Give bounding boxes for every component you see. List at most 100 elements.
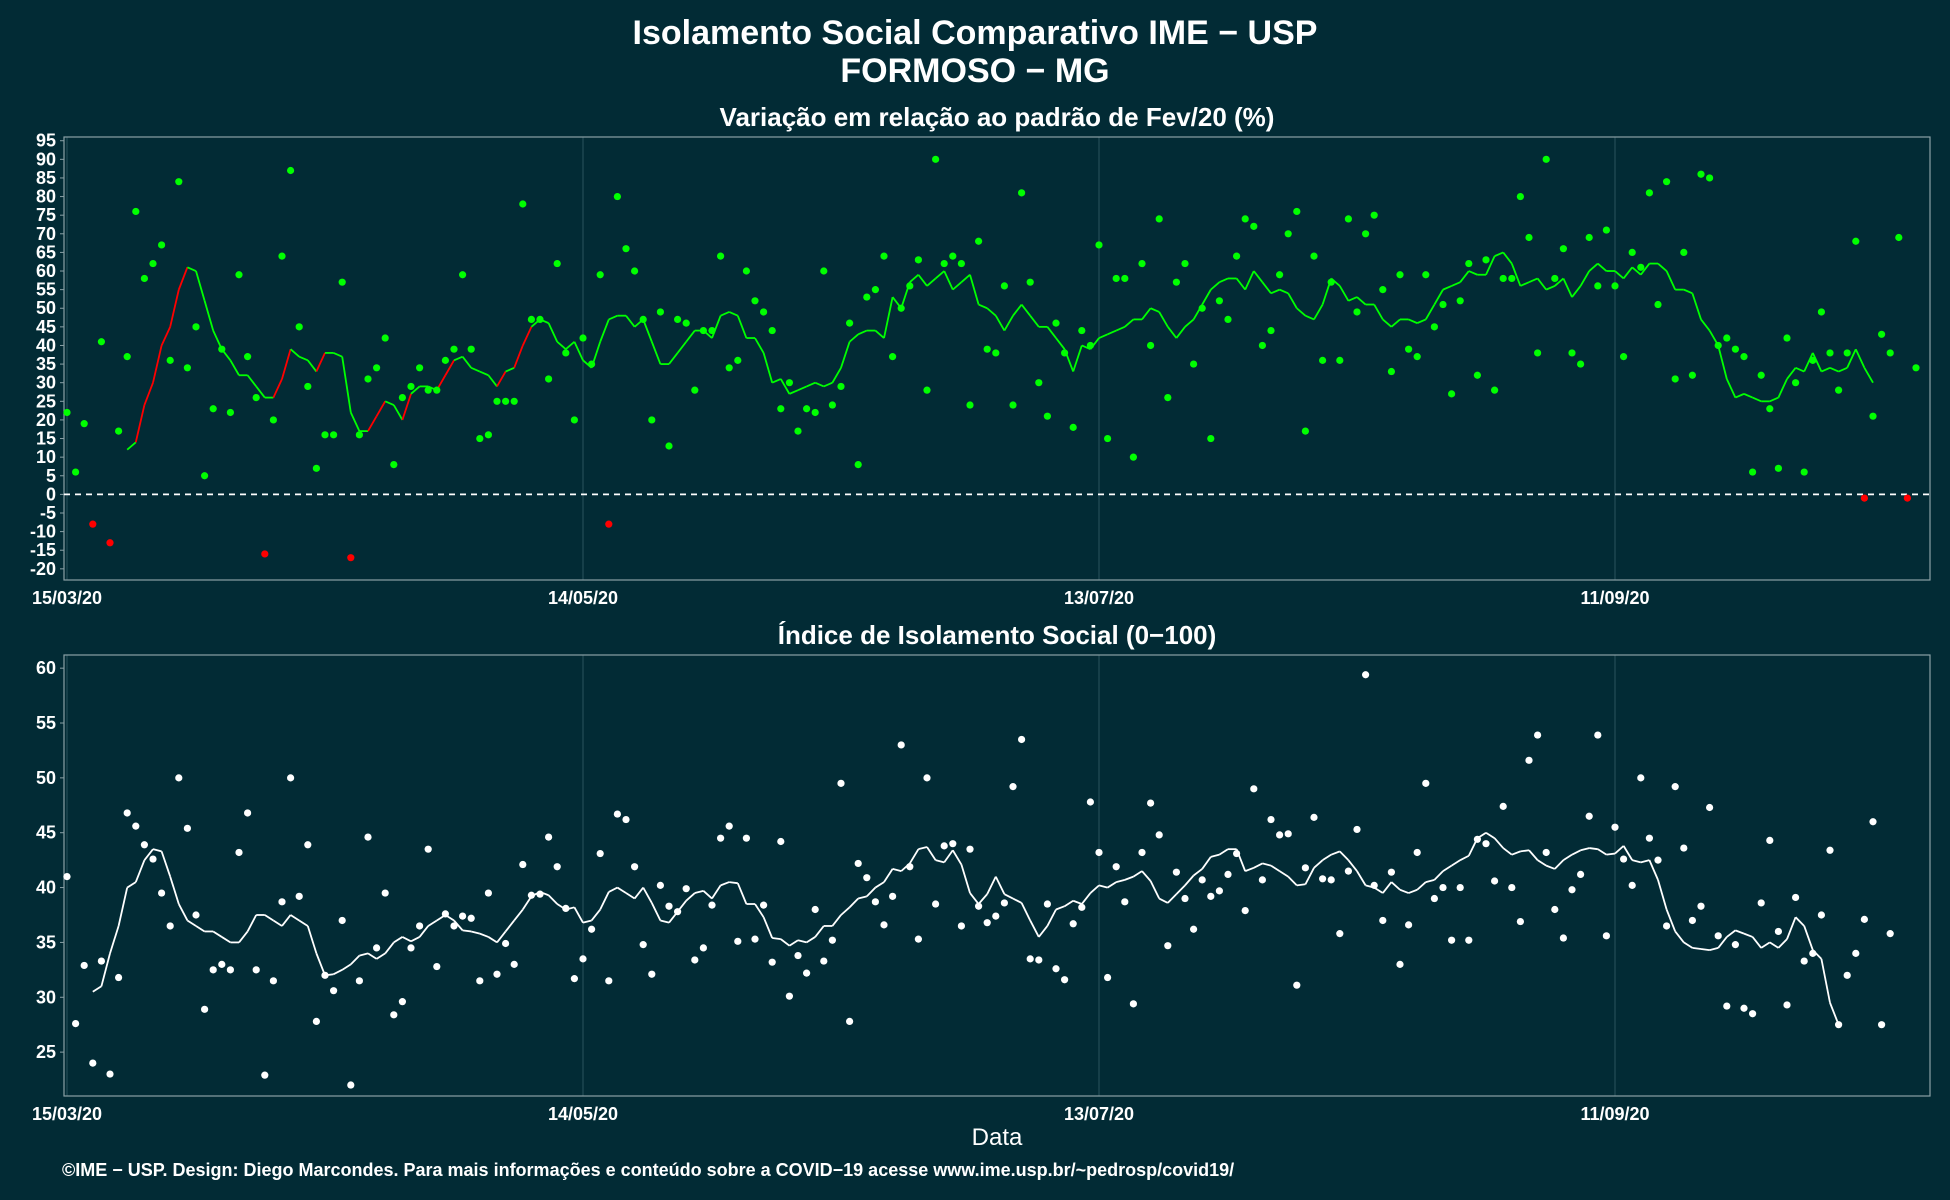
moving-average-segment — [754, 903, 765, 918]
moving-average-segment — [831, 367, 842, 384]
y-tick-label: 25 — [36, 391, 56, 411]
moving-average-segment — [1692, 947, 1702, 950]
moving-average-segment — [1201, 289, 1212, 305]
data-point — [1327, 278, 1335, 286]
data-point — [1284, 230, 1292, 238]
moving-average-segment — [720, 881, 730, 887]
moving-average-segment — [969, 274, 980, 305]
moving-average-segment — [1536, 277, 1547, 291]
moving-average-segment — [315, 352, 326, 372]
data-point — [803, 969, 811, 977]
moving-average-segment — [281, 348, 292, 380]
moving-average-segment — [994, 876, 1006, 895]
data-point — [1448, 390, 1456, 398]
moving-average-segment — [685, 892, 696, 902]
moving-average-segment — [134, 404, 146, 443]
data-point — [1276, 831, 1284, 839]
data-point — [966, 845, 974, 853]
data-point — [1172, 278, 1180, 286]
moving-average-segment — [1304, 867, 1315, 885]
moving-average-segment — [977, 893, 988, 905]
panel-variation: 95908580757065605550454035302520151050-5… — [30, 131, 1931, 608]
data-point — [992, 349, 1000, 357]
data-point — [450, 345, 458, 353]
moving-average-segment — [660, 919, 670, 924]
moving-average-segment — [685, 330, 696, 343]
data-point — [1396, 960, 1404, 968]
y-tick-label: -5 — [40, 503, 56, 523]
data-point — [1276, 271, 1284, 279]
moving-average-segment — [1725, 378, 1737, 398]
data-point — [502, 397, 510, 405]
moving-average-segment — [1735, 929, 1745, 935]
data-point — [656, 881, 665, 889]
data-point — [158, 241, 166, 249]
data-point — [467, 914, 475, 922]
data-point — [1697, 170, 1705, 178]
data-point — [1852, 237, 1860, 245]
moving-average-segment — [1261, 281, 1272, 294]
moving-average-segment — [341, 356, 352, 413]
moving-average-segment — [1184, 874, 1195, 886]
data-point — [777, 837, 785, 846]
data-point — [846, 319, 854, 327]
moving-average-segment — [1640, 859, 1650, 864]
data-point — [226, 966, 234, 974]
plot-frame — [63, 136, 1931, 581]
moving-average-segment — [1735, 393, 1745, 399]
moving-average-segment — [1433, 289, 1444, 305]
moving-average-segment — [573, 341, 584, 361]
moving-average-segment — [1107, 329, 1117, 336]
data-point — [1250, 785, 1258, 793]
data-point — [1611, 282, 1619, 290]
data-point — [1663, 922, 1671, 930]
moving-average-segment — [1149, 880, 1161, 899]
y-tick-label: 20 — [36, 410, 56, 430]
moving-average-segment — [848, 897, 859, 908]
data-point — [450, 922, 458, 930]
data-point — [1774, 464, 1782, 472]
data-point — [338, 278, 346, 286]
data-point — [1026, 955, 1034, 963]
data-point — [355, 977, 363, 985]
moving-average-segment — [1752, 396, 1762, 403]
moving-average-segment — [1451, 859, 1461, 867]
data-point — [1869, 818, 1877, 826]
data-point — [691, 956, 699, 964]
moving-average-segment — [1150, 307, 1160, 313]
moving-average-segment — [1537, 859, 1547, 867]
moving-average-segment — [470, 930, 481, 935]
data-point — [1568, 886, 1576, 894]
moving-average-segment — [1786, 916, 1797, 940]
data-point — [201, 1005, 209, 1013]
moving-average-segment — [1769, 396, 1779, 403]
data-point — [1405, 921, 1413, 929]
moving-average-segment — [1520, 849, 1530, 853]
data-point — [1018, 189, 1026, 197]
data-point — [1198, 876, 1206, 884]
y-tick-label: 55 — [36, 713, 56, 733]
data-point — [493, 397, 501, 405]
moving-average-segment — [1743, 393, 1753, 399]
moving-average-segment — [1829, 1002, 1840, 1026]
data-point — [983, 345, 991, 353]
data-point — [811, 408, 819, 417]
data-point — [1826, 349, 1834, 357]
moving-average-segment — [935, 270, 945, 280]
data-point — [218, 960, 226, 968]
moving-average-segment — [359, 952, 369, 957]
moving-average-segment — [444, 359, 455, 376]
moving-average-segment — [255, 385, 266, 399]
data-point — [1000, 282, 1009, 290]
data-point — [1860, 915, 1868, 923]
data-point — [725, 364, 733, 372]
data-point — [1224, 315, 1232, 324]
data-point — [407, 944, 415, 952]
moving-average-segment — [1382, 881, 1393, 894]
data-point — [1800, 957, 1808, 965]
data-point — [201, 472, 209, 480]
data-point — [1413, 848, 1421, 857]
main-title: Isolamento Social Comparativo IME − USP — [633, 14, 1318, 52]
x-tick-label: 11/09/20 — [1580, 1104, 1649, 1124]
moving-average-segment — [298, 355, 309, 362]
